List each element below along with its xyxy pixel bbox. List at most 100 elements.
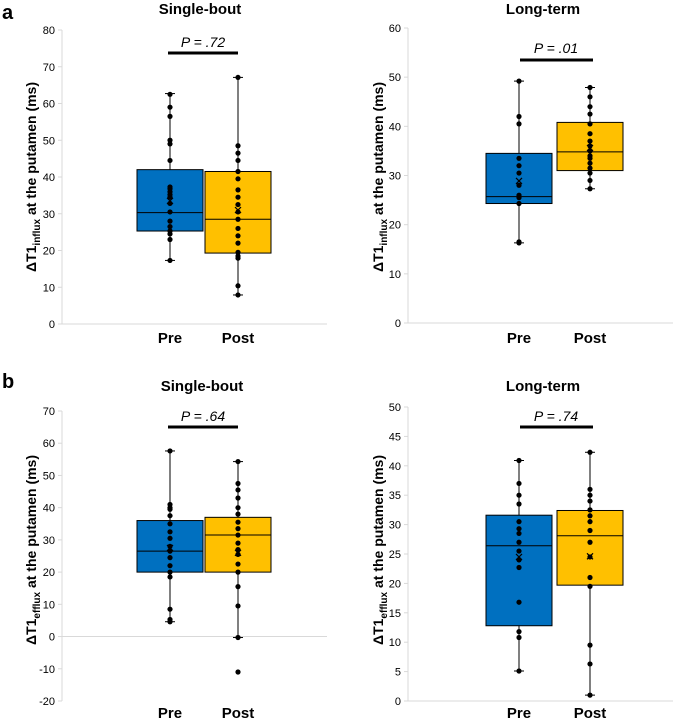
data-point: [167, 157, 173, 164]
data-point: [587, 170, 593, 176]
y-tick-label: -10: [39, 664, 55, 676]
y-tick-label: 20: [389, 220, 401, 232]
y-tick-label: 50: [389, 402, 401, 414]
mean-marker: [515, 553, 523, 561]
y-tick-label: 50: [389, 72, 401, 84]
data-point: [167, 184, 173, 190]
data-point: [167, 137, 173, 143]
y-tick-label: 80: [43, 25, 55, 37]
y-tick-label: 20: [43, 567, 55, 579]
data-point: [587, 104, 593, 110]
data-point: [235, 201, 241, 208]
data-point: [235, 74, 241, 81]
chart-b-long-term: Long-term ΔT1efflux at the putamen (ms) …: [370, 378, 673, 719]
data-point: [167, 569, 173, 575]
y-tick-label: 20: [43, 246, 55, 258]
data-point: [235, 551, 241, 557]
y-axis-label: ΔT1influx at the putamen (ms): [23, 82, 43, 272]
y-tick-label: 0: [49, 632, 55, 644]
y-tick-label: 50: [43, 470, 55, 482]
data-point: [587, 160, 593, 166]
data-point: [516, 629, 522, 635]
box-post: [204, 74, 272, 298]
data-point: [235, 249, 241, 255]
data-point: [587, 692, 593, 698]
data-point: [235, 176, 241, 182]
data-point: [516, 121, 522, 127]
mean-marker: [515, 177, 523, 185]
chart-a-single-bout: Single-bout ΔT1influx at the putamen (ms…: [23, 1, 327, 347]
y-axis-label: ΔT1efflux at the putamen (ms): [370, 455, 390, 645]
p-value: P = .01: [534, 40, 578, 56]
y-tick-label: 10: [389, 637, 401, 649]
data-point: [516, 634, 522, 641]
data-point: [587, 574, 593, 581]
y-tick-label: 40: [389, 461, 401, 473]
data-point: [587, 498, 593, 504]
data-point: [516, 526, 522, 532]
data-point: [587, 111, 593, 117]
data-point: [587, 661, 593, 667]
data-point: [587, 642, 593, 648]
y-tick-label: 70: [43, 62, 55, 74]
box-pre: [485, 78, 553, 246]
y-tick-label: 10: [43, 599, 55, 611]
y-tick-label: 0: [395, 318, 401, 330]
data-point: [167, 521, 173, 527]
data-point: [167, 91, 173, 97]
y-axis-label-rest: at the putamen (ms): [23, 455, 39, 592]
data-point: [235, 240, 241, 246]
data-point: [235, 603, 241, 609]
y-tick-label: -20: [39, 696, 55, 708]
data-point: [235, 292, 241, 298]
data-point: [235, 157, 241, 164]
data-point: [516, 200, 522, 207]
data-point: [587, 131, 593, 137]
mean-marker: [586, 144, 594, 152]
data-point: [167, 606, 173, 612]
data-point: [167, 574, 173, 580]
y-axis-label-main: ΔT1: [370, 618, 386, 645]
data-point: [587, 492, 593, 498]
y-tick-label: 30: [389, 171, 401, 183]
data-point: [587, 539, 593, 545]
data-point: [167, 501, 173, 508]
data-point: [516, 548, 522, 554]
y-tick-label: 25: [389, 549, 401, 561]
data-point: [587, 449, 593, 455]
data-point: [516, 599, 522, 605]
data-point: [235, 519, 241, 525]
data-point: [587, 519, 593, 525]
y-axis-label-sub: efflux: [32, 591, 43, 618]
box-pre: [136, 91, 204, 264]
data-point: [516, 163, 522, 169]
data-point: [235, 505, 241, 511]
p-value: P = .72: [181, 34, 225, 50]
data-point: [235, 283, 241, 289]
data-point: [587, 177, 593, 184]
data-point: [516, 501, 522, 507]
y-tick-label: 30: [43, 535, 55, 547]
data-point: [235, 143, 241, 149]
y-axis-label-main: ΔT1: [370, 245, 386, 272]
y-tick-label: 0: [49, 319, 55, 331]
data-point: [167, 513, 173, 519]
y-tick-label: 30: [43, 209, 55, 221]
p-value: P = .74: [534, 408, 578, 424]
x-category-label: Post: [574, 705, 607, 719]
x-category-label: Post: [574, 330, 607, 347]
panel-label-b: b: [2, 371, 14, 393]
data-point: [587, 138, 593, 144]
y-tick-label: 70: [43, 406, 55, 418]
data-point: [235, 225, 241, 232]
box-post: [556, 84, 624, 192]
y-tick-label: 60: [43, 99, 55, 111]
data-point: [235, 253, 241, 259]
data-point: [167, 113, 173, 119]
data-point: [516, 530, 522, 537]
y-tick-label: 0: [395, 696, 401, 708]
x-category-label: Pre: [158, 330, 182, 347]
data-point: [167, 529, 173, 535]
data-point: [235, 634, 241, 641]
